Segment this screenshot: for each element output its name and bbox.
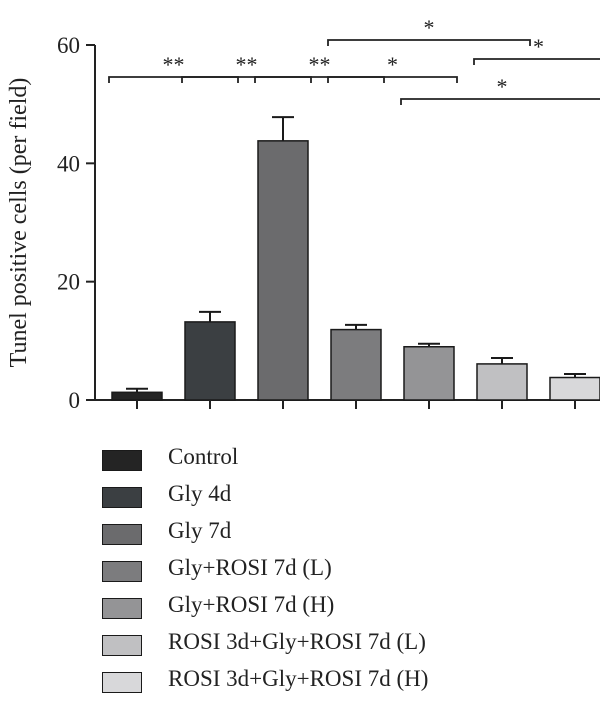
legend-swatch <box>102 672 142 693</box>
bar <box>403 346 455 401</box>
legend-swatch <box>102 450 142 471</box>
legend-swatch <box>102 635 142 656</box>
bar <box>476 363 528 401</box>
legend-label: ROSI 3d+Gly+ROSI 7d (L) <box>168 629 426 654</box>
legend-label: ROSI 3d+Gly+ROSI 7d (H) <box>168 666 429 691</box>
significance-label: * <box>533 34 544 59</box>
bar <box>257 140 309 401</box>
significance-label: * <box>424 15 435 40</box>
significance-label: ** <box>163 52 185 77</box>
legend-swatch <box>102 524 142 545</box>
bar <box>184 321 236 401</box>
significance-bracket <box>181 76 312 83</box>
legend-swatch <box>102 561 142 582</box>
significance-label: * <box>387 52 398 77</box>
y-tick-label: 40 <box>57 151 80 176</box>
y-tick-label: 60 <box>57 33 80 58</box>
significance-bracket <box>327 39 531 46</box>
legend-label: Gly+ROSI 7d (L) <box>168 555 332 580</box>
y-tick-label: 0 <box>69 388 81 413</box>
legend-label: Gly 4d <box>168 481 232 506</box>
significance-bracket <box>400 98 600 105</box>
significance-bracket <box>254 76 385 83</box>
significance-label: * <box>497 74 508 99</box>
legend-label: Gly 7d <box>168 518 232 543</box>
legend-label: Gly+ROSI 7d (H) <box>168 592 335 617</box>
legend-swatch <box>102 487 142 508</box>
y-axis-label: Tunel positive cells (per field) <box>6 78 32 368</box>
legend-label: Control <box>168 444 239 469</box>
y-tick-label: 20 <box>57 270 80 295</box>
bar <box>549 376 600 401</box>
bar <box>111 391 163 401</box>
bar <box>330 328 382 401</box>
significance-bracket <box>473 58 600 65</box>
significance-label: ** <box>309 52 331 77</box>
bar-chart: 0 20 40 60 Tunel positive cells (per field) *… <box>6 15 600 413</box>
significance-bracket <box>327 76 458 83</box>
significance-bracket <box>108 76 239 83</box>
significance-label: ** <box>236 52 258 77</box>
legend-swatch <box>102 598 142 619</box>
